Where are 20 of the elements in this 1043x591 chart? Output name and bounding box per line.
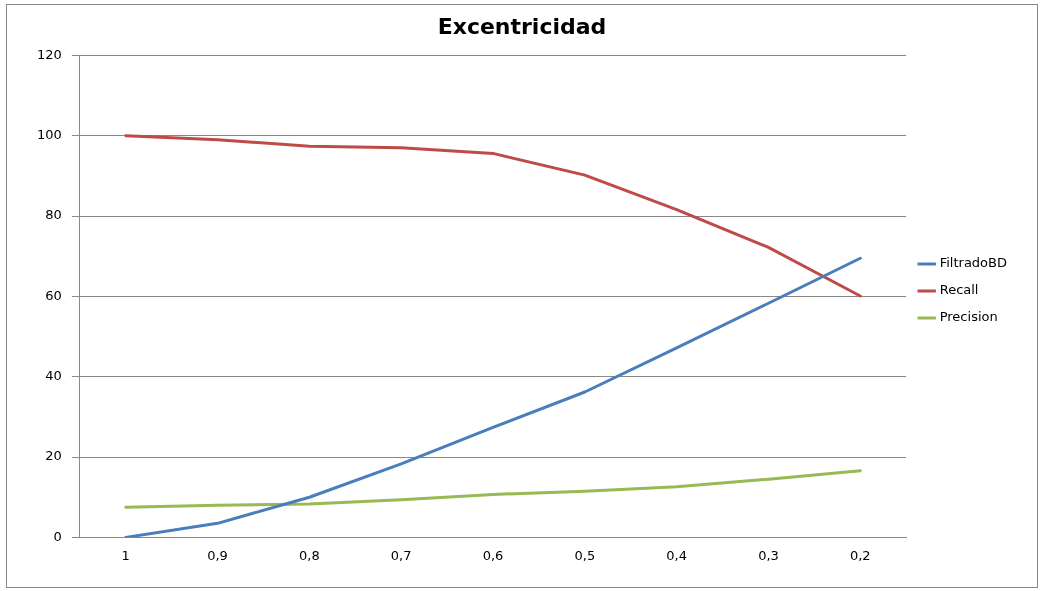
y-tick-label: 40 <box>45 368 62 384</box>
legend-label: FiltradoBD <box>939 255 1008 271</box>
y-tick-label: 60 <box>45 287 62 303</box>
y-tick-label: 0 <box>53 528 62 544</box>
chart-title: Excentricidad <box>437 13 607 39</box>
y-tick-label: 100 <box>36 127 62 143</box>
y-tick-label: 20 <box>45 448 62 464</box>
x-tick-label: 0,5 <box>574 547 596 563</box>
y-tick-label: 120 <box>36 46 62 62</box>
x-tick-label: 0,6 <box>482 547 504 563</box>
x-tick-label: 0,7 <box>390 547 412 563</box>
x-tick-label: 0,9 <box>207 547 228 563</box>
legend-label: Precision <box>939 309 998 325</box>
x-tick-label: 0,3 <box>758 547 779 563</box>
legend-label: Recall <box>939 282 979 298</box>
y-tick-label: 80 <box>45 207 62 223</box>
x-tick-label: 0,2 <box>849 547 871 563</box>
x-tick-label: 0,8 <box>299 547 320 563</box>
x-tick-label: 0,4 <box>666 547 687 563</box>
x-tick-label: 1 <box>121 547 130 563</box>
